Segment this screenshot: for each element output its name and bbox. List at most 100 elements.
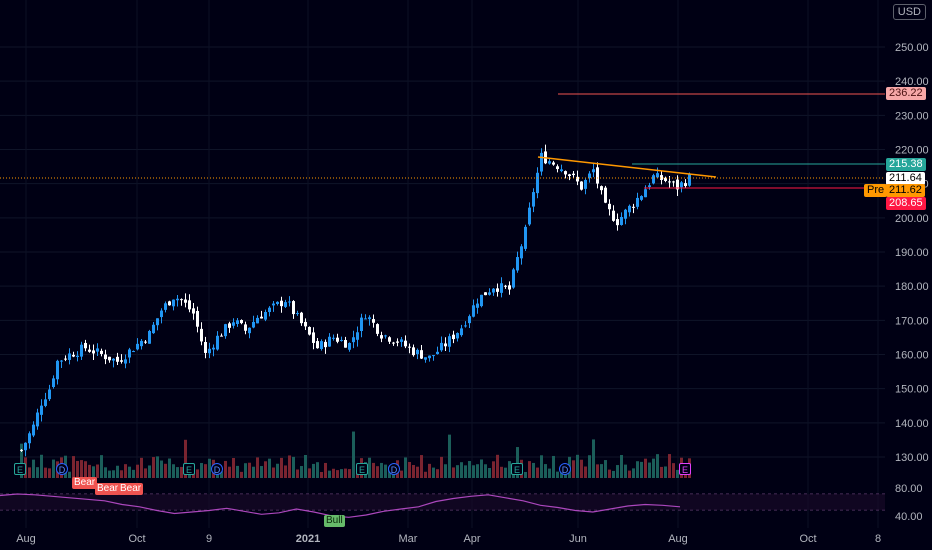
candle-body[interactable] (248, 327, 251, 334)
candle-body[interactable] (560, 169, 563, 172)
candle-body[interactable] (424, 357, 427, 360)
candle-body[interactable] (328, 336, 331, 347)
candle-body[interactable] (660, 175, 663, 180)
candle-body[interactable] (212, 347, 215, 350)
candle-body[interactable] (412, 347, 415, 356)
candle-body[interactable] (244, 324, 247, 331)
candle-body[interactable] (356, 332, 359, 340)
candle-body[interactable] (52, 378, 55, 388)
candle-body[interactable] (432, 355, 435, 357)
candle-body[interactable] (444, 343, 447, 347)
candle-body[interactable] (308, 326, 311, 335)
candle-body[interactable] (232, 322, 235, 326)
candle-body[interactable] (164, 303, 167, 310)
candle-body[interactable] (280, 300, 283, 307)
candle-body[interactable] (156, 318, 159, 326)
upcoming-earnings-marker[interactable]: E (679, 463, 691, 475)
candle-body[interactable] (268, 307, 271, 313)
candle-body[interactable] (632, 206, 635, 208)
candle-body[interactable] (236, 320, 239, 324)
candle-body[interactable] (36, 412, 39, 427)
candle-body[interactable] (176, 298, 179, 301)
candle-body[interactable] (220, 335, 223, 337)
candle-body[interactable] (108, 356, 111, 361)
candle-body[interactable] (512, 269, 515, 288)
candle-body[interactable] (556, 166, 559, 170)
candle-body[interactable] (476, 303, 479, 308)
candle-body[interactable] (360, 317, 363, 332)
candle-body[interactable] (148, 331, 151, 344)
candle-body[interactable] (604, 187, 607, 203)
candle-body[interactable] (536, 172, 539, 194)
candle-body[interactable] (276, 301, 279, 305)
candle-body[interactable] (20, 449, 23, 451)
candle-body[interactable] (168, 301, 171, 306)
trend-line[interactable] (537, 156, 717, 178)
candle-body[interactable] (668, 181, 671, 183)
candle-body[interactable] (136, 343, 139, 350)
candle-body[interactable] (600, 186, 603, 191)
candle-body[interactable] (376, 324, 379, 334)
candle-body[interactable] (192, 308, 195, 314)
candle-body[interactable] (344, 340, 347, 348)
candle-body[interactable] (400, 339, 403, 342)
candle-body[interactable] (332, 337, 335, 339)
candle-body[interactable] (408, 346, 411, 348)
candle-body[interactable] (264, 311, 267, 320)
candle-body[interactable] (76, 355, 79, 357)
currency-button[interactable]: USD (892, 4, 926, 20)
dividend-marker[interactable]: D (56, 463, 68, 475)
time-axis[interactable]: Aug Oct 9 2021 Mar Apr Jun Aug Oct 8 (16, 533, 881, 545)
candle-body[interactable] (284, 302, 287, 307)
candle-body[interactable] (200, 328, 203, 342)
candle-body[interactable] (48, 389, 51, 400)
candle-body[interactable] (528, 207, 531, 225)
candle-body[interactable] (396, 341, 399, 343)
candle-body[interactable] (636, 197, 639, 207)
candle-body[interactable] (464, 325, 467, 327)
candle-body[interactable] (208, 348, 211, 354)
candle-body[interactable] (348, 343, 351, 350)
candle-body[interactable] (468, 316, 471, 324)
candle-body[interactable] (592, 169, 595, 173)
candle-body[interactable] (272, 303, 275, 306)
candle-body[interactable] (260, 316, 263, 319)
candle-body[interactable] (644, 189, 647, 198)
candle-body[interactable] (32, 424, 35, 436)
candle-body[interactable] (104, 354, 107, 360)
earnings-marker[interactable]: E (511, 463, 523, 475)
candle-body[interactable] (392, 342, 395, 344)
candle-body[interactable] (628, 205, 631, 213)
candle-body[interactable] (88, 349, 91, 352)
candle-body[interactable] (352, 337, 355, 343)
candle-body[interactable] (368, 317, 371, 320)
candle-body[interactable] (404, 340, 407, 347)
candle-body[interactable] (616, 219, 619, 226)
candle-body[interactable] (588, 173, 591, 179)
candle-body[interactable] (456, 333, 459, 339)
candle-body[interactable] (496, 288, 499, 292)
candle-body[interactable] (440, 342, 443, 351)
candle-body[interactable] (684, 183, 687, 187)
drawings[interactable] (0, 93, 885, 189)
candle-body[interactable] (172, 299, 175, 307)
candle-body[interactable] (552, 162, 555, 165)
candle-body[interactable] (188, 300, 191, 310)
candle-body[interactable] (652, 175, 655, 184)
candle-body[interactable] (228, 323, 231, 328)
candle-body[interactable] (680, 182, 683, 188)
earnings-marker[interactable]: E (183, 463, 195, 475)
candle-body[interactable] (384, 335, 387, 337)
candle-body[interactable] (584, 179, 587, 189)
candle-body[interactable] (72, 354, 75, 357)
candle-body[interactable] (252, 321, 255, 328)
candle-body[interactable] (324, 341, 327, 348)
candle-body[interactable] (380, 335, 383, 339)
dividend-marker[interactable]: D (559, 463, 571, 475)
candle-body[interactable] (648, 185, 651, 187)
candle-body[interactable] (100, 350, 103, 354)
candles[interactable] (20, 144, 691, 457)
candle-body[interactable] (672, 181, 675, 183)
dividend-marker[interactable]: D (388, 463, 400, 475)
